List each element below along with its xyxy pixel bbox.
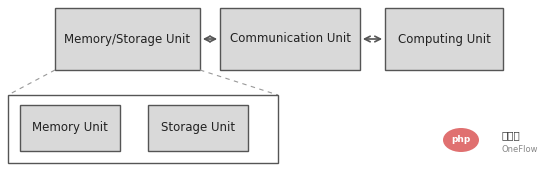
Text: Storage Unit: Storage Unit <box>161 121 235 134</box>
Bar <box>148 105 248 151</box>
Ellipse shape <box>443 128 479 152</box>
Text: Memory/Storage Unit: Memory/Storage Unit <box>64 33 190 45</box>
Bar <box>220 8 360 70</box>
Bar <box>55 8 200 70</box>
Bar <box>385 8 503 70</box>
Text: Computing Unit: Computing Unit <box>398 33 491 45</box>
Text: Communication Unit: Communication Unit <box>229 33 350 45</box>
Text: 中文网: 中文网 <box>502 130 521 140</box>
Bar <box>8 95 278 163</box>
Text: Memory Unit: Memory Unit <box>32 121 108 134</box>
Text: php: php <box>452 135 471 144</box>
Bar <box>20 105 120 151</box>
Text: OneFlow: OneFlow <box>502 144 538 153</box>
